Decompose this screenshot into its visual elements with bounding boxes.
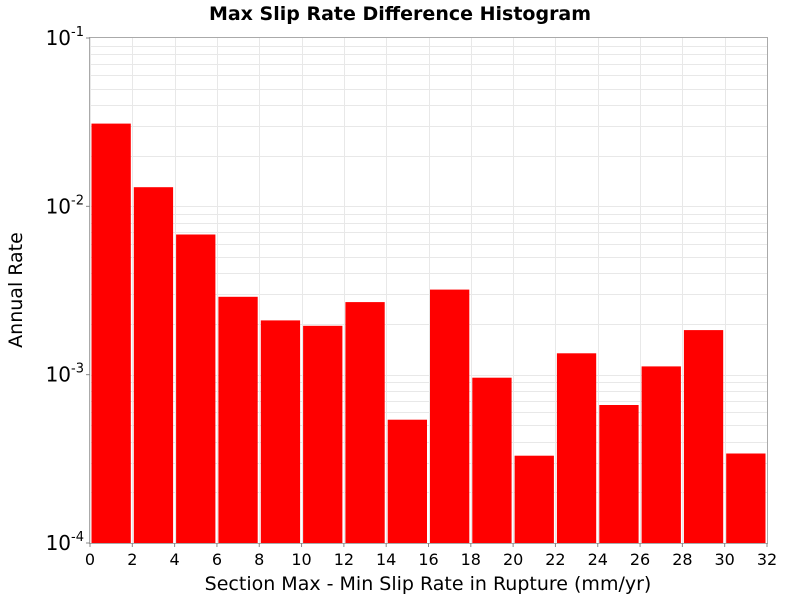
y-tick-label: 10-1 [46,25,84,50]
x-tick-label: 22 [545,550,565,569]
bar [556,353,597,543]
y-axis-ticks: 10-410-310-210-1 [46,25,90,555]
chart-title: Max Slip Rate Difference Histogram [209,3,591,25]
x-tick-label: 26 [630,550,650,569]
x-tick-label: 4 [170,550,180,569]
bar [218,296,258,543]
x-tick-label: 24 [588,550,608,569]
y-tick-exponent: -2 [71,193,84,208]
x-tick-label: 18 [461,550,481,569]
x-tick-label: 16 [418,550,438,569]
y-tick-base: 10 [46,26,71,50]
bar [387,419,427,543]
x-tick-label: 32 [757,550,777,569]
bar [176,234,216,543]
y-tick-exponent: -1 [71,25,84,40]
x-tick-label: 8 [254,550,264,569]
bars [91,123,766,543]
bar [430,289,470,543]
y-axis-label: Annual Rate [5,232,27,348]
x-tick-label: 10 [291,550,311,569]
bar [472,377,512,543]
bar [133,187,174,543]
bar [726,453,766,543]
y-tick-exponent: -3 [71,362,84,377]
bar [303,325,343,543]
x-tick-label: 2 [127,550,137,569]
y-tick-label: 10-3 [46,362,84,387]
bar [683,330,724,543]
y-tick-label: 10-2 [46,193,84,218]
y-tick-base: 10 [46,363,71,387]
y-tick-base: 10 [46,531,71,555]
x-tick-label: 28 [672,550,692,569]
x-tick-label: 6 [212,550,222,569]
bar [514,455,554,543]
x-tick-label: 30 [715,550,735,569]
bar [641,366,681,543]
x-axis-ticks: 0 2 4 6 8 10 12 14 16 18 20 22 24 26 28 30 32 [85,543,777,569]
y-tick-exponent: -4 [71,530,84,545]
y-tick-label: 10-4 [46,530,84,555]
x-tick-label: 20 [503,550,523,569]
y-tick-base: 10 [46,194,71,218]
x-axis-label: Section Max - Min Slip Rate in Rupture (… [205,573,652,595]
bar [91,123,131,543]
bar [260,320,301,543]
x-tick-label: 12 [334,550,354,569]
x-tick-label: 14 [376,550,396,569]
bar [599,405,639,543]
bar [345,302,385,543]
x-tick-label: 0 [85,550,95,569]
